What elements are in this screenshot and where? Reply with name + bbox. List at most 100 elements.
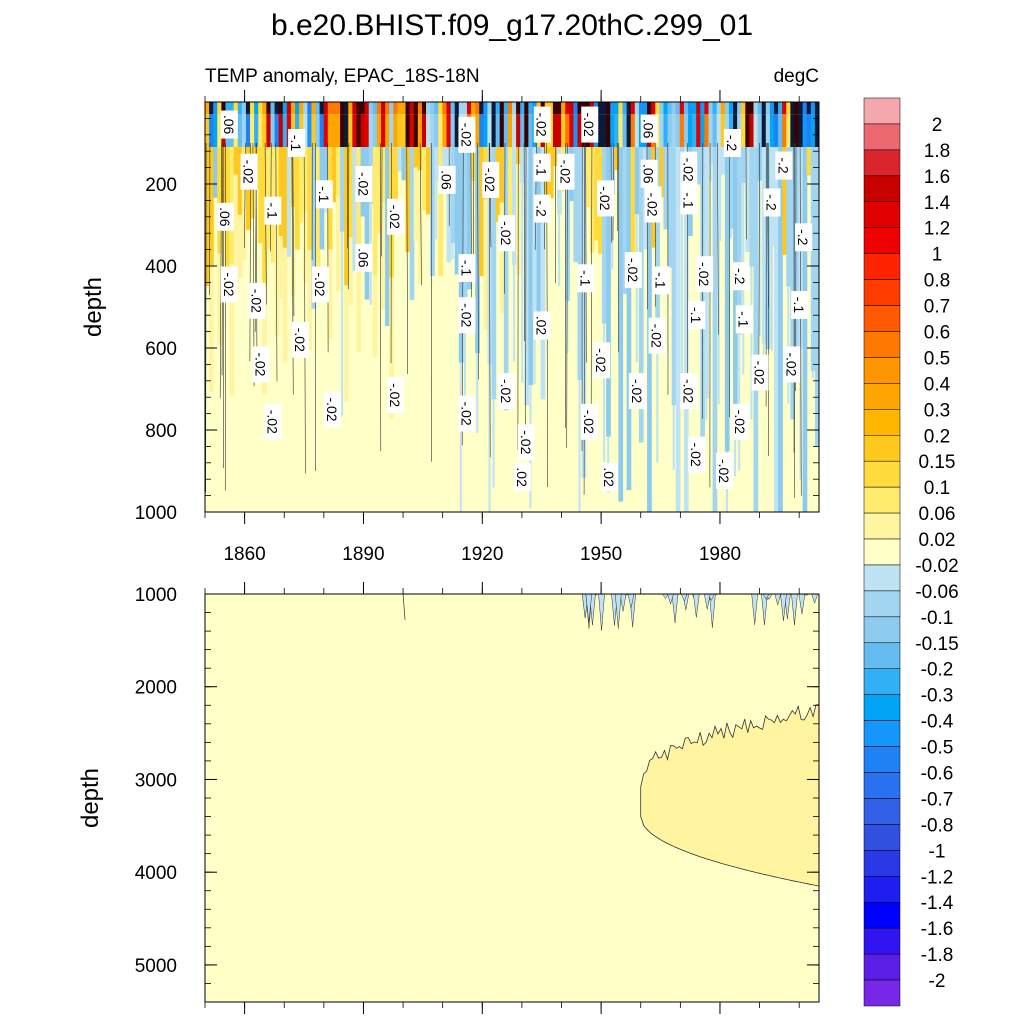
surface-cell: [720, 102, 726, 115]
surface-cell: [442, 102, 448, 115]
cold-spike: [811, 594, 818, 604]
contour-label: -.02: [731, 403, 749, 440]
plume-cell: [454, 147, 460, 275]
surface-cell: [724, 102, 730, 115]
thermocline-cell: [438, 114, 444, 148]
contour-label: -.1: [577, 264, 595, 293]
plume-cell: [233, 147, 239, 175]
contour-label: -.2: [731, 262, 749, 291]
surface-cell: [683, 102, 689, 115]
contour-label: -.02: [628, 373, 646, 410]
contour-label-text: -.1: [680, 192, 696, 209]
plume-cell: [475, 147, 480, 354]
plume-cell: [663, 147, 669, 230]
contour-label-text: .06: [221, 115, 237, 135]
deep-finger: [758, 180, 761, 337]
surface-cell: [626, 102, 632, 115]
contour-label-text: -.02: [645, 192, 661, 216]
plume-cell: [696, 147, 701, 185]
thermocline-cell: [520, 114, 525, 148]
surface-cell: [327, 102, 333, 115]
thermocline-cell: [385, 114, 390, 148]
surface-cell: [221, 102, 227, 115]
surface-cell: [217, 102, 222, 115]
surface-cell: [487, 102, 493, 115]
surface-cell: [802, 102, 808, 115]
contour-label: -.1: [264, 196, 282, 225]
warm-finger: [372, 274, 378, 358]
surface-cell: [569, 102, 574, 115]
surface-cell: [331, 102, 337, 115]
contour-label-text: -.02: [557, 160, 573, 184]
contour-label-box: [498, 215, 516, 252]
surface-cell: [311, 102, 317, 115]
colorbar-label: -0.7: [921, 789, 954, 810]
plume-cell: [520, 147, 525, 183]
colorbar-box: [863, 668, 901, 695]
plume-cell: [290, 147, 296, 208]
surface-cell: [765, 102, 771, 115]
contour-label-box: [458, 297, 476, 334]
contour-label: -.02: [458, 395, 476, 432]
deep-finger: [578, 380, 581, 512]
plume-cell: [790, 147, 796, 420]
plume-cell: [213, 147, 218, 198]
contour-label: -.1: [315, 180, 333, 209]
surface-cell: [548, 102, 554, 115]
surface-cell: [516, 102, 521, 115]
surface-cell: [471, 102, 476, 115]
contour-label-text: -.1: [653, 272, 669, 289]
thermocline-cell: [270, 114, 276, 148]
colorbar-label: -1.2: [921, 867, 954, 888]
surface-cell: [254, 102, 259, 115]
thermocline-cell: [393, 114, 398, 148]
contour-label: -.1: [791, 290, 809, 319]
contour-label-text: -.2: [732, 268, 748, 285]
plume-cell: [581, 147, 587, 478]
colorbar-box: [863, 123, 901, 151]
ytick-label: 600: [145, 339, 177, 360]
plume-cell: [438, 147, 444, 277]
surface-cell: [790, 102, 796, 115]
thermocline-cell: [376, 114, 382, 148]
surface-cell: [704, 102, 710, 115]
plume-cell: [528, 147, 534, 386]
surface-cell: [528, 102, 534, 115]
contour-label-box: [355, 166, 373, 202]
contour-label: -.02: [648, 317, 666, 354]
contour-label-text: -.02: [248, 289, 264, 313]
thermocline-cell: [409, 114, 415, 148]
contour-label-box: [628, 373, 646, 410]
surface-cell: [741, 102, 746, 115]
contour-label: -.2: [775, 151, 793, 180]
plume-cell: [286, 147, 292, 257]
deep-finger: [680, 206, 683, 395]
thermocline-cell: [622, 114, 628, 148]
thermocline-cell: [597, 114, 603, 148]
colorbar-box: [863, 435, 901, 462]
thermocline-cell: [348, 114, 353, 148]
surface-cell: [642, 102, 648, 115]
colorbar-label: -1.4: [921, 893, 954, 914]
contour-label-text: -.02: [629, 379, 645, 403]
contour-label-text: .06: [217, 207, 233, 227]
thermocline-cell: [786, 114, 791, 148]
contour-label-box: [577, 264, 595, 293]
colorbar-box: [863, 201, 901, 228]
contour-label-text: .06: [641, 119, 657, 139]
warm-finger: [229, 264, 235, 396]
thermocline-cell: [610, 114, 615, 148]
colorbar-label: -1.6: [921, 919, 954, 940]
surface-cell: [814, 102, 819, 115]
warm-finger: [282, 247, 288, 364]
contour-label-text: -.1: [534, 159, 550, 176]
contour-label-text: -.1: [316, 186, 332, 203]
warm-finger: [262, 285, 267, 395]
colorbar-label: 1: [932, 245, 943, 266]
surface-cell: [479, 102, 484, 115]
thermocline-cell: [426, 114, 431, 148]
thermocline-cell: [205, 114, 210, 148]
plume-cell: [794, 147, 800, 372]
plume-cell: [524, 147, 529, 406]
contour-label-text: -.2: [534, 200, 550, 217]
